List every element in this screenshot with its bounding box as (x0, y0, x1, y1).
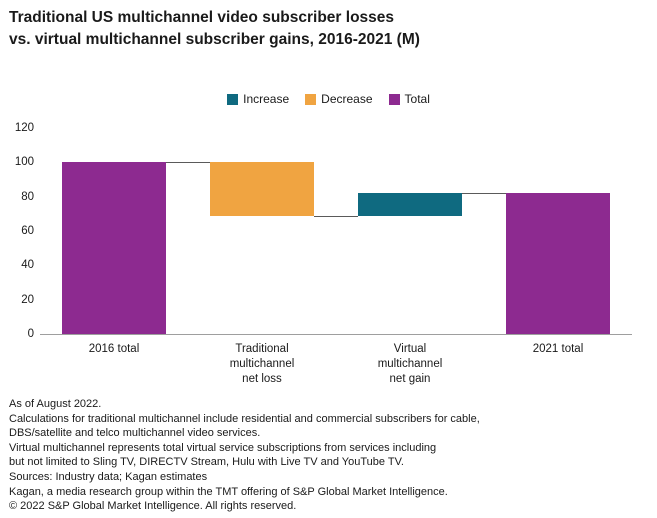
legend: Increase Decrease Total (0, 92, 657, 106)
footnote-line: As of August 2022. (9, 398, 102, 410)
bar-total-0 (62, 162, 166, 334)
y-tick-label: 120 (14, 122, 34, 134)
legend-swatch-decrease (305, 93, 317, 105)
legend-swatch-total (388, 93, 400, 105)
y-tick-label: 40 (21, 259, 34, 272)
x-axis-label: Virtual multichannel net gain (377, 343, 443, 385)
y-tick-label: 0 (27, 328, 34, 340)
x-axis-label: Traditional multichannel net loss (229, 343, 295, 385)
chart-title-line-2: vs. virtual multichannel subscriber gain… (9, 31, 420, 48)
footnote-line: Virtual multichannel represents total vi… (9, 441, 437, 454)
y-tick-label: 100 (14, 156, 34, 169)
footnote-line: Kagan, a media research group within the… (9, 485, 448, 498)
y-tick-label: 20 (21, 293, 34, 306)
footnote-line: DBS/satellite and telco multichannel vid… (9, 427, 261, 440)
chart-title: Traditional US multichannel video subscr… (9, 7, 420, 51)
x-axis-labels: 2016 total Traditional multichannel net l… (40, 342, 632, 392)
legend-item-total: Total (388, 92, 430, 106)
plot-area (40, 128, 632, 335)
y-tick-label: 60 (21, 225, 34, 237)
y-axis: 0 20 40 60 80 100 120 (0, 122, 36, 340)
footnote-line: but not limited to Sling TV, DIRECTV Str… (9, 456, 404, 469)
legend-label: Increase (243, 92, 290, 106)
legend-label: Total (404, 92, 430, 106)
bar-decrease-1 (210, 162, 314, 216)
legend-item-decrease: Decrease (305, 92, 373, 106)
legend-item-increase: Increase (227, 92, 289, 106)
y-tick-label: 80 (21, 190, 34, 203)
waterfall-chart: 0 20 40 60 80 100 120 2016 total Traditional mu… (0, 122, 657, 388)
footnotes: As of August 2022. Calculations for tradi… (9, 397, 649, 514)
footnote-line: © 2022 S&P Global Market Intelligence. A… (9, 500, 297, 513)
waterfall-connector (314, 215, 358, 217)
chart-title-line-1: Traditional US multichannel video subscr… (9, 9, 395, 26)
footnote-line: Sources: Industry data; Kagan estimates (9, 470, 208, 483)
x-axis-label: 2016 total (88, 343, 140, 355)
legend-swatch-increase (227, 93, 239, 105)
legend-label: Decrease (321, 92, 373, 106)
waterfall-connector (166, 162, 210, 164)
bar-increase-2 (358, 193, 462, 216)
waterfall-connector (462, 193, 506, 195)
footnote-line: Calculations for traditional multichanne… (9, 412, 480, 425)
bar-total-3 (506, 193, 610, 334)
x-axis-label: 2021 total (532, 343, 584, 355)
